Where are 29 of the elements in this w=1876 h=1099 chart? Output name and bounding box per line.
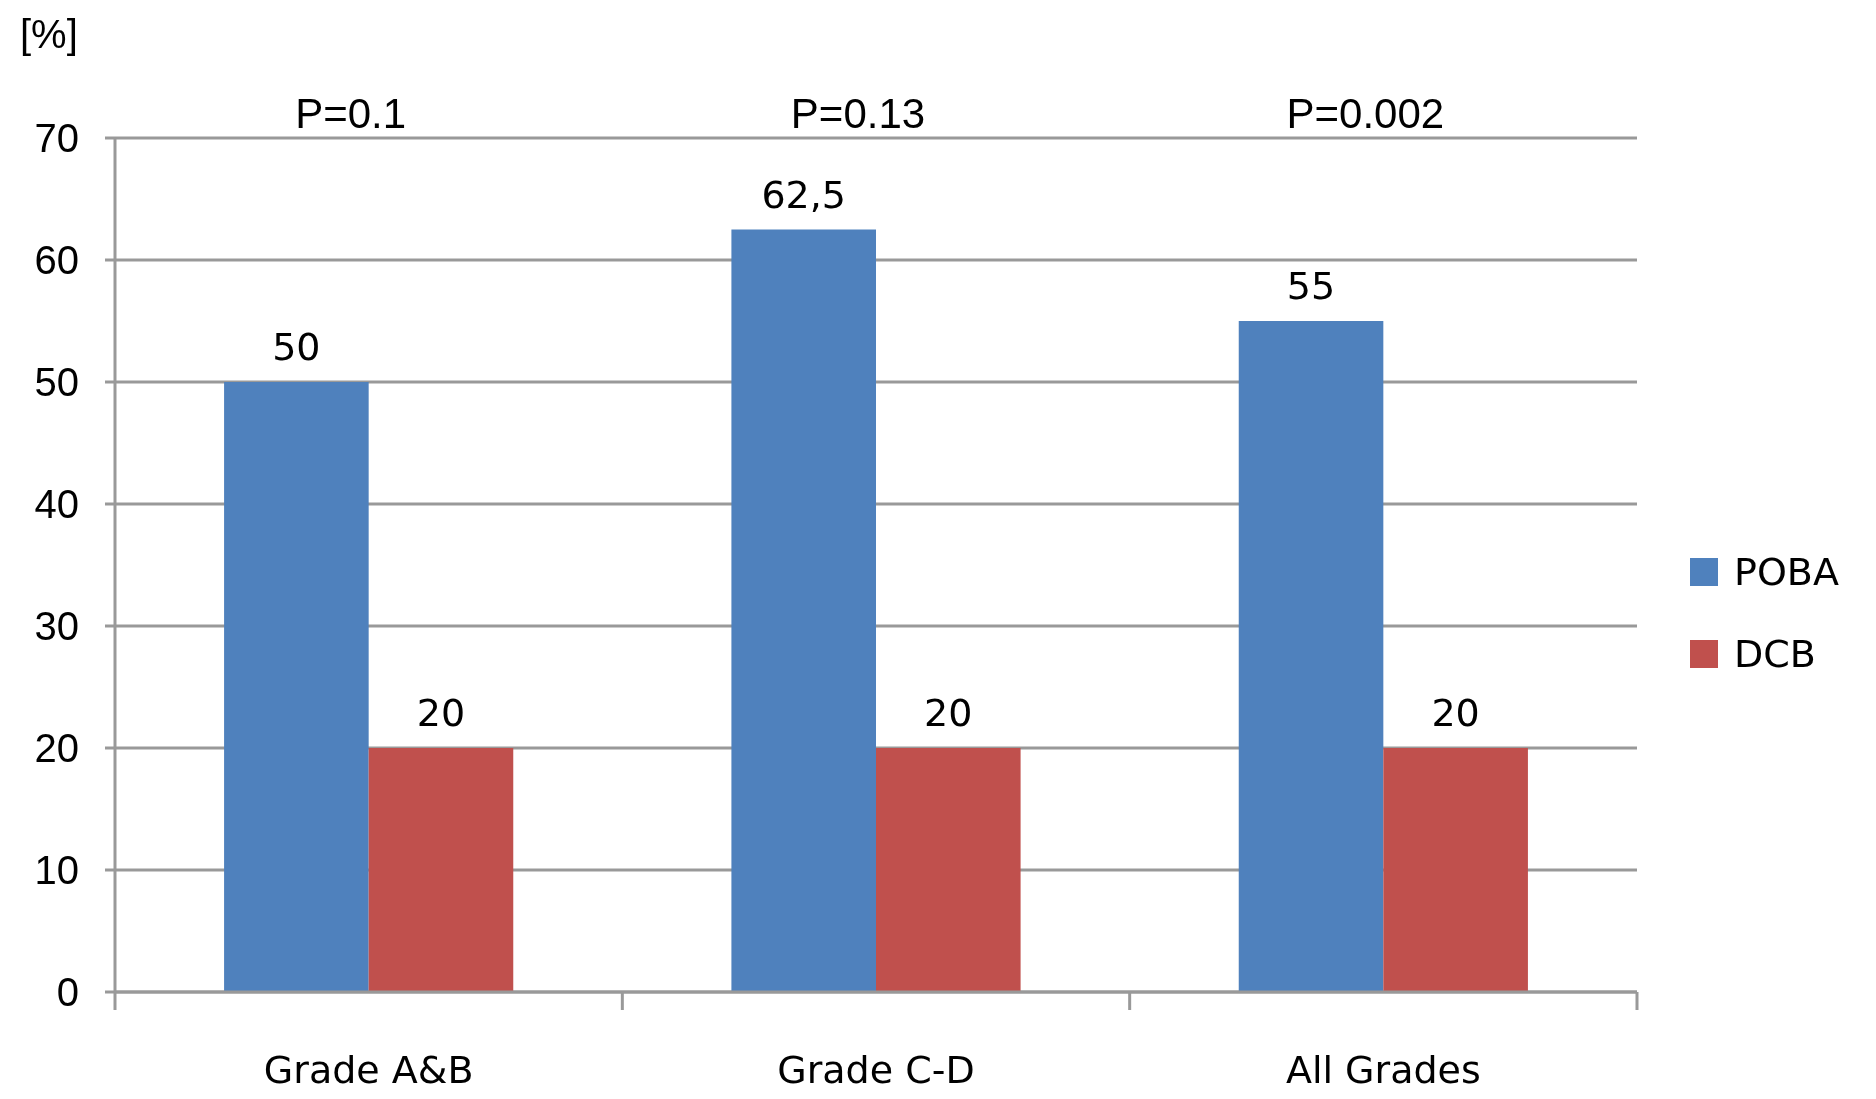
- x-tick-label: All Grades: [1285, 1048, 1481, 1092]
- legend-label: POBA: [1734, 550, 1839, 595]
- x-tick-label: Grade C-D: [777, 1048, 975, 1092]
- data-label: 62,5: [761, 172, 847, 217]
- data-label: 20: [416, 691, 466, 735]
- text: P=0.1: [295, 90, 407, 137]
- bar: [368, 748, 514, 992]
- text: P=0.13: [790, 90, 926, 137]
- y-axis-title: [%]: [20, 12, 78, 56]
- bar: [731, 229, 876, 992]
- y-tick-label: 20: [34, 726, 79, 770]
- data-label: 20: [924, 691, 973, 735]
- y-tick-label: 70: [34, 116, 79, 160]
- text: P=0.002: [1286, 90, 1445, 137]
- bar: [1383, 748, 1528, 992]
- legend-label: DCB: [1734, 632, 1816, 677]
- data-label: 20: [1431, 691, 1480, 735]
- bar: [876, 748, 1021, 992]
- bar: [1238, 321, 1384, 992]
- y-tick-label: 0: [56, 970, 79, 1014]
- bar: [224, 382, 369, 992]
- y-tick-label: 30: [34, 604, 79, 648]
- data-label: 50: [272, 325, 321, 369]
- y-tick-label: 40: [34, 482, 79, 526]
- y-tick-label: 60: [34, 238, 79, 282]
- data-label: 55: [1286, 264, 1336, 308]
- x-tick-label: Grade A&B: [263, 1048, 474, 1092]
- y-tick-label: 50: [34, 360, 79, 404]
- y-tick-label: 10: [34, 848, 79, 892]
